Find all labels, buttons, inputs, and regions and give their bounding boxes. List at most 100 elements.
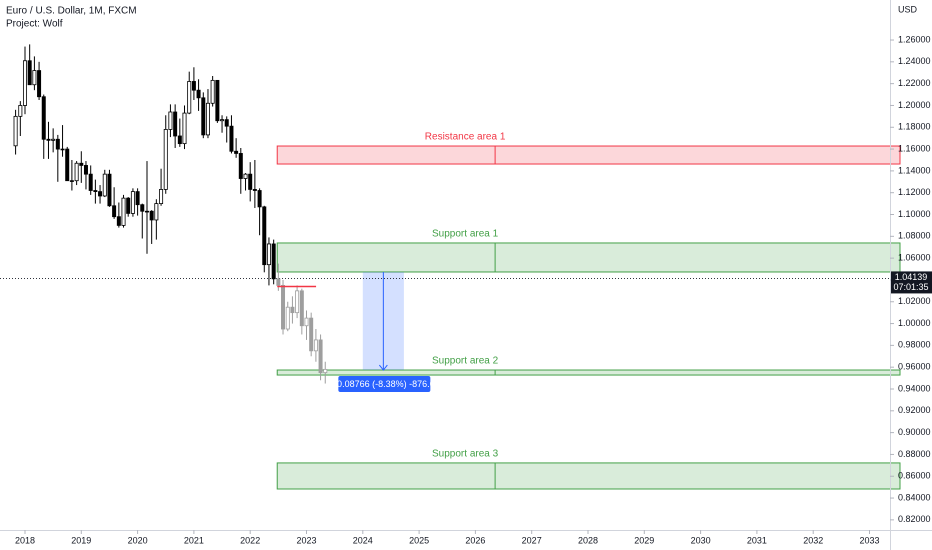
- last-price-label: 1.04139: [895, 272, 928, 282]
- candle-body: [65, 148, 70, 182]
- candle-body: [32, 70, 37, 86]
- candle-body: [163, 129, 168, 190]
- candle-body: [177, 135, 182, 145]
- y-tick-label: 1.00000: [898, 318, 931, 328]
- candle-body: [74, 162, 79, 182]
- y-tick-label: 1.10000: [898, 209, 931, 219]
- candle-body: [55, 138, 60, 150]
- zone-label: Support area 3: [432, 449, 499, 460]
- candle-body: [51, 138, 56, 141]
- candle-body: [79, 162, 84, 166]
- measure-label-box: [338, 376, 431, 393]
- y-tick-label: 1.18000: [898, 122, 931, 132]
- candle-body: [234, 150, 239, 154]
- x-tick-label: 2025: [409, 535, 429, 545]
- y-tick-label: 0.82000: [898, 514, 931, 524]
- candle-body: [168, 111, 173, 130]
- candle-body: [159, 189, 164, 205]
- x-tick-label: 2032: [803, 535, 823, 545]
- candle-body: [285, 306, 290, 330]
- candle-body: [37, 70, 42, 98]
- candle-body: [309, 317, 314, 352]
- x-tick-label: 2022: [240, 535, 260, 545]
- y-tick-label: 1.16000: [898, 143, 931, 153]
- candle-body: [276, 278, 281, 286]
- zone-label: Support area 1: [432, 229, 499, 240]
- y-tick-label: 0.88000: [898, 449, 931, 459]
- y-tick-label: 1.12000: [898, 187, 931, 197]
- candle-body: [323, 368, 328, 374]
- x-tick-label: 2031: [747, 535, 767, 545]
- zone: [276, 369, 901, 376]
- candle-body: [130, 191, 135, 214]
- y-tick-label: 1.06000: [898, 253, 931, 263]
- candle-body: [215, 79, 220, 122]
- candle-body: [154, 203, 159, 221]
- plot-area: Resistance area 1 Support area 1 Support a…: [0, 44, 901, 490]
- chart-title: Euro / U.S. Dollar, 1M, FXCM: [6, 6, 137, 17]
- candle-body: [41, 96, 46, 140]
- candle-body: [182, 112, 187, 145]
- candle-body: [196, 89, 201, 99]
- candle-body: [281, 284, 286, 330]
- candle-body: [145, 210, 150, 213]
- zone: [276, 242, 901, 273]
- candle-body: [201, 97, 206, 136]
- y-tick-label: 1.02000: [898, 296, 931, 306]
- candle-body: [173, 111, 178, 137]
- zone-label: Resistance area 1: [425, 132, 506, 143]
- candle-body: [88, 173, 93, 191]
- candle-body: [295, 290, 300, 314]
- candle-body: [191, 81, 196, 91]
- candle-body: [299, 290, 304, 327]
- x-tick-label: 2019: [71, 535, 91, 545]
- x-tick-label: 2029: [634, 535, 654, 545]
- candle-body: [140, 204, 145, 212]
- candle-body: [313, 339, 318, 352]
- candle-body: [22, 60, 27, 106]
- last-price-box: [891, 271, 932, 294]
- measure-label: -0.08766 (-8.38%) -876.6: [334, 379, 435, 389]
- x-tick-label: 2027: [522, 535, 542, 545]
- chart-subtitle: Project: Wolf: [6, 19, 63, 30]
- x-tick-label: 2021: [184, 535, 204, 545]
- y-tick-label: 1.24000: [898, 56, 931, 66]
- candle-body: [290, 306, 295, 314]
- countdown-label: 07:01:35: [893, 282, 928, 292]
- zone: [276, 462, 901, 490]
- candle-body: [252, 189, 257, 191]
- candle-body: [83, 165, 88, 175]
- x-tick-label: 2023: [296, 535, 316, 545]
- y-tick-label: 0.86000: [898, 471, 931, 481]
- y-tick-label: 0.96000: [898, 362, 931, 372]
- x-tick-label: 2024: [353, 535, 373, 545]
- y-tick-label: 0.98000: [898, 340, 931, 350]
- x-tick-label: 2026: [465, 535, 485, 545]
- zone-label: Support area 2: [432, 356, 499, 367]
- candle-body: [46, 138, 51, 141]
- axis-unit: USD: [898, 4, 918, 14]
- y-tick-label: 1.08000: [898, 231, 931, 241]
- candle-body: [98, 191, 103, 197]
- candle-body: [318, 339, 323, 374]
- x-tick-label: 2030: [691, 535, 711, 545]
- candle-body: [121, 197, 126, 226]
- x-tick-label: 2018: [15, 535, 35, 545]
- candle-body: [69, 180, 74, 182]
- candle-body: [248, 173, 253, 190]
- candle-body: [220, 119, 225, 122]
- candle-body: [116, 216, 121, 226]
- y-tick-label: 0.90000: [898, 427, 931, 437]
- candle-body: [271, 243, 276, 280]
- y-tick-label: 0.94000: [898, 383, 931, 393]
- candle-body: [18, 105, 23, 117]
- y-tick-label: 0.84000: [898, 492, 931, 502]
- candle-body: [243, 173, 248, 179]
- x-tick-label: 2020: [128, 535, 148, 545]
- candle-body: [257, 190, 262, 208]
- candle-body: [229, 125, 234, 152]
- x-tick-label: 2028: [578, 535, 598, 545]
